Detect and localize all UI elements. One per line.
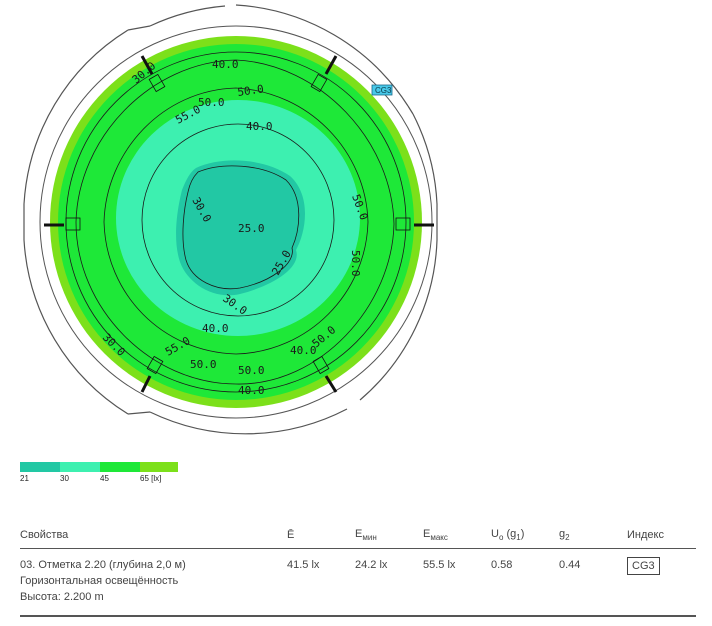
legend-swatch [140, 462, 178, 472]
cell-e-max: 55.5 lx [423, 548, 491, 618]
legend-swatch [20, 462, 60, 472]
cell-g2: 0.44 [559, 548, 627, 618]
header-e-avg: Ē [287, 524, 355, 550]
table-header-row: Свойства Ē Eмин Eмакс Uo (g1) g2 Индекс [20, 524, 696, 550]
inner-ring [39, 25, 433, 419]
outer-ring [23, 4, 438, 435]
contour-label: 40.0 [238, 384, 265, 397]
luminaires [44, 55, 434, 393]
cell-description: 03. Отметка 2.20 (глубина 2,0 м) Горизон… [20, 548, 287, 618]
cell-index: CG3 [627, 548, 696, 618]
row-height: Высота: 2.200 m [20, 591, 104, 604]
contour-label: 40.0 [212, 58, 239, 71]
header-uo: Uo (g1) [491, 524, 559, 550]
contour-label: 25.0 [238, 222, 265, 235]
contour-label: 40.0 [202, 322, 229, 335]
table-row: 03. Отметка 2.20 (глубина 2,0 м) Горизон… [20, 548, 696, 618]
color-legend: 21 30 45 65 [lx] [20, 462, 178, 486]
header-g2: g2 [559, 524, 627, 550]
index-badge: CG3 [627, 557, 660, 576]
header-e-max: Eмакс [423, 524, 491, 550]
contour-label: 50.0 [237, 82, 265, 99]
legend-tick: 21 [20, 474, 29, 483]
cell-e-avg: 41.5 lx [287, 548, 355, 618]
contour-label: 50.0 [238, 364, 265, 377]
header-index: Индекс [627, 524, 696, 550]
header-e-min: Eмин [355, 524, 423, 550]
row-title: 03. Отметка 2.20 (глубина 2,0 м) [20, 559, 186, 572]
legend-tick: 30 [60, 474, 69, 483]
legend-tick: 65 [lx] [140, 474, 162, 483]
legend-tick: 45 [100, 474, 109, 483]
contour-label: 40.0 [290, 344, 317, 357]
legend-swatch [100, 462, 140, 472]
legend-swatch [60, 462, 100, 472]
legend-color-bar [20, 462, 178, 472]
row-subtitle: Горизонтальная освещённость [20, 575, 179, 588]
properties-table: Свойства Ē Eмин Eмакс Uo (g1) g2 Индекс … [20, 524, 696, 618]
cell-uo: 0.58 [491, 548, 559, 618]
header-properties: Свойства [20, 524, 287, 550]
contour-label: 50.0 [349, 250, 362, 277]
band-lowest [176, 160, 305, 296]
contour-label: 50.0 [190, 358, 217, 371]
cell-e-min: 24.2 lx [355, 548, 423, 618]
isoline-plan: CG3 40.0 50.0 55.0 40.0 50.0 30.0 25.0 2… [23, 4, 438, 435]
index-tag-box [371, 84, 393, 96]
contour-label: 50.0 [198, 96, 225, 109]
index-tag-label: CG3 [375, 86, 392, 95]
contour-label: 40.0 [246, 120, 273, 133]
legend-ticks: 21 30 45 65 [lx] [20, 472, 178, 486]
